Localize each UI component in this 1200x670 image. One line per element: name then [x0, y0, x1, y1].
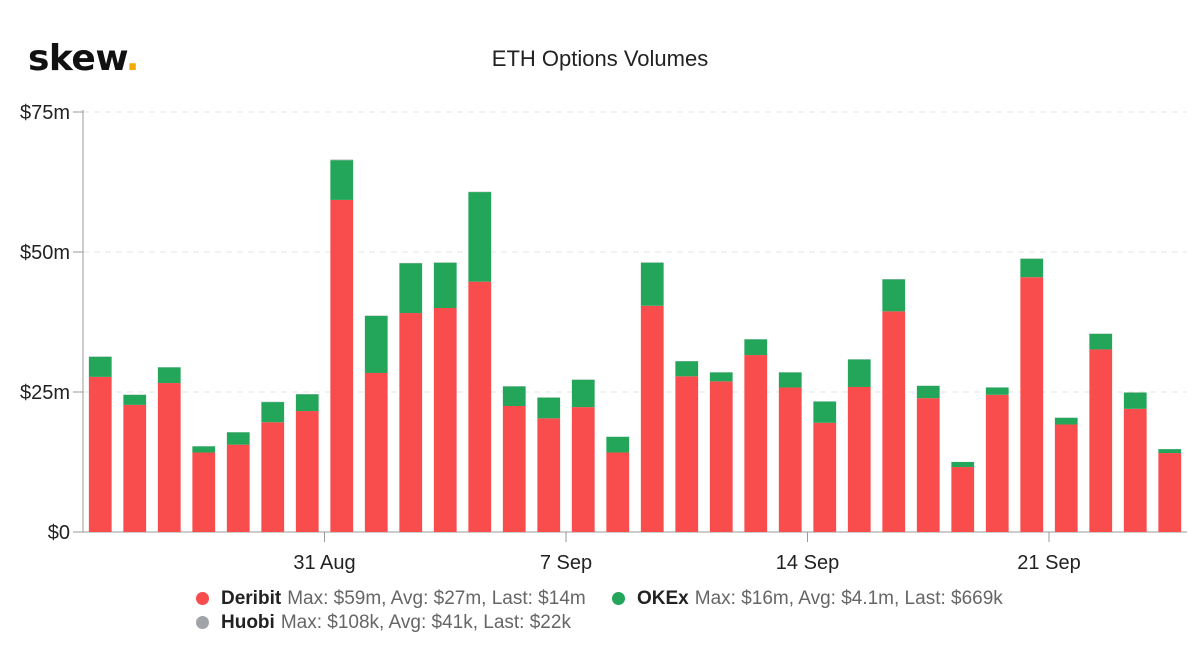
bar-deribit: [778, 387, 802, 532]
bar-okex: [606, 436, 630, 453]
bar-okex: [1158, 449, 1182, 454]
legend-swatch-huobi: [196, 616, 209, 629]
bar-okex: [1089, 333, 1113, 350]
bar-okex: [778, 372, 802, 388]
y-tick-label: $75m: [20, 102, 70, 124]
bar-deribit: [433, 308, 457, 532]
bar-okex: [985, 387, 1009, 395]
bar-okex: [571, 379, 595, 408]
bar-okex: [157, 367, 181, 384]
logo-text: skew: [28, 38, 126, 79]
bar-okex: [399, 263, 423, 314]
bar-deribit: [1123, 408, 1147, 532]
bar-deribit: [295, 411, 319, 532]
bar-okex: [1020, 258, 1044, 278]
bar-deribit: [1158, 453, 1182, 532]
bar-deribit: [813, 422, 837, 532]
bar-deribit: [985, 394, 1009, 532]
bar-deribit: [157, 383, 181, 532]
bar-okex: [295, 394, 319, 412]
bar-deribit: [537, 418, 561, 532]
bar-huobi: [330, 159, 354, 161]
x-tick-label: 31 Aug: [293, 552, 355, 574]
bar-okex: [123, 394, 147, 405]
y-tick-label: $50m: [20, 242, 70, 264]
bar-deribit: [330, 199, 354, 533]
bar-deribit: [882, 311, 906, 532]
legend-stats-okex: Max: $16m, Avg: $4.1m, Last: $669k: [694, 588, 1003, 609]
bar-deribit: [916, 398, 940, 532]
legend-name-deribit: Deribit: [221, 588, 282, 609]
legend-name-okex: OKEx: [637, 588, 689, 609]
legend-stats-deribit: Max: $59m, Avg: $27m, Last: $14m: [287, 588, 586, 609]
bar-deribit: [847, 386, 871, 532]
bar-okex: [882, 279, 906, 312]
legend-name-huobi: Huobi: [221, 612, 275, 633]
bar-okex: [951, 462, 975, 468]
y-tick-label: $0: [48, 522, 70, 544]
bar-okex: [709, 372, 733, 382]
bar-deribit: [364, 372, 388, 532]
bar-deribit: [640, 305, 664, 532]
bar-okex: [847, 359, 871, 387]
x-tick-label: 7 Sep: [540, 552, 592, 574]
chart-title: ETH Options Volumes: [491, 46, 709, 71]
legend-item-huobi[interactable]: Huobi Max: $108k, Avg: $41k, Last: $22k: [196, 612, 571, 634]
bar-okex: [226, 432, 250, 445]
y-tick-label: $25m: [20, 382, 70, 404]
bar-okex: [88, 356, 112, 377]
skew-logo: skew.: [28, 38, 139, 79]
bar-okex: [433, 262, 457, 308]
bar-okex: [640, 262, 664, 306]
bar-deribit: [502, 406, 526, 532]
bar-deribit: [399, 313, 423, 532]
bar-okex: [261, 402, 285, 423]
bar-okex: [537, 397, 561, 419]
bar-okex: [813, 401, 837, 423]
x-tick-label: 14 Sep: [776, 552, 839, 574]
bar-deribit: [951, 467, 975, 532]
bar-okex: [502, 386, 526, 406]
bar-okex: [192, 446, 216, 453]
bar-okex: [364, 315, 388, 373]
bar-deribit: [675, 376, 699, 532]
bar-deribit: [606, 452, 630, 532]
bar-okex: [468, 192, 492, 282]
bar-deribit: [571, 407, 595, 532]
bar-deribit: [226, 444, 250, 532]
bar-deribit: [192, 452, 216, 532]
bar-deribit: [261, 422, 285, 532]
bar-deribit: [709, 381, 733, 532]
bar-deribit: [1089, 349, 1113, 532]
bar-okex: [1054, 417, 1078, 425]
legend-item-deribit[interactable]: Deribit Max: $59m, Avg: $27m, Last: $14m: [196, 588, 586, 610]
bar-deribit: [1054, 424, 1078, 532]
legend-item-okex[interactable]: OKEx Max: $16m, Avg: $4.1m, Last: $669k: [612, 588, 1003, 610]
logo-dot: .: [125, 38, 140, 79]
bar-deribit: [1020, 277, 1044, 532]
bar-deribit: [468, 281, 492, 532]
legend-swatch-deribit: [196, 592, 209, 605]
legend-swatch-okex: [612, 592, 625, 605]
bar-okex: [744, 339, 768, 356]
bar-deribit: [123, 404, 147, 532]
bar-okex: [1123, 392, 1147, 409]
bar-okex: [675, 361, 699, 377]
bar-deribit: [88, 376, 112, 532]
x-tick-label: 21 Sep: [1017, 552, 1080, 574]
bar-okex: [916, 385, 940, 399]
legend-stats-huobi: Max: $108k, Avg: $41k, Last: $22k: [280, 612, 571, 633]
bar-okex: [330, 160, 354, 200]
bar-deribit: [744, 355, 768, 532]
